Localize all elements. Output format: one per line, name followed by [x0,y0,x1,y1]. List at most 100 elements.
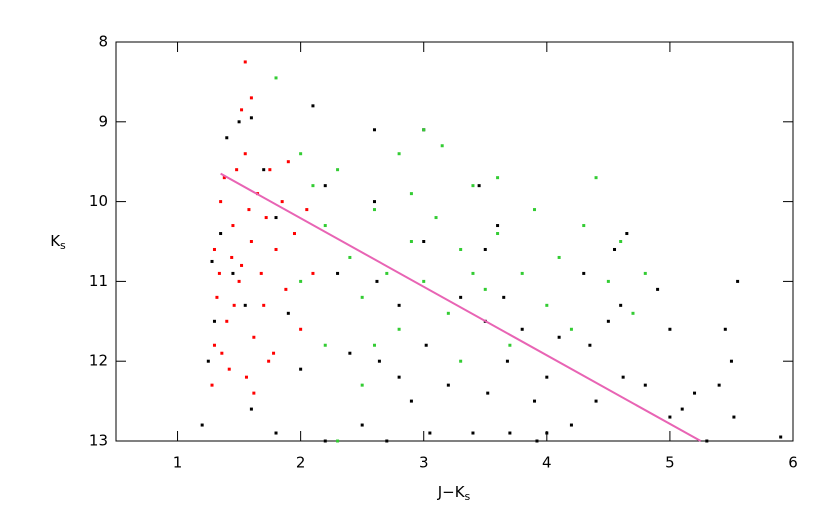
point [249,407,253,411]
x-tick-label: 3 [419,454,429,472]
point [705,439,709,443]
point [348,255,352,259]
y-tick-label: 8 [98,33,108,51]
point [323,224,327,228]
point [723,327,727,331]
point [232,303,236,307]
point [284,287,288,291]
point [582,271,586,275]
x-tick-label: 2 [296,454,306,472]
point [375,279,379,283]
point [243,60,247,64]
point [274,76,278,80]
point [286,160,290,164]
point [446,311,450,315]
point [323,184,327,188]
point [533,208,537,212]
point [434,216,438,220]
point [311,104,315,108]
point [729,359,733,363]
point [299,279,303,283]
point [557,335,561,339]
y-tick-label: 13 [89,432,108,450]
y-tick-label: 12 [89,352,108,370]
point [656,287,660,291]
point [569,423,573,427]
point [274,247,278,251]
point [557,255,561,259]
point [477,184,481,188]
point [372,200,376,204]
point [231,224,235,228]
point [502,295,506,299]
point [311,184,315,188]
point [240,263,244,267]
point [249,96,253,100]
point [237,279,241,283]
point [582,224,586,228]
point [397,303,401,307]
point [533,399,537,403]
plot-frame [115,41,794,442]
point [267,359,271,363]
point [397,152,401,156]
point [471,431,475,435]
point [210,383,214,387]
point [311,271,315,275]
point [422,279,426,283]
point [259,271,263,275]
point [643,271,647,275]
point [459,247,463,251]
x-label-main: J−K [437,483,466,501]
point [252,335,256,339]
point [360,423,364,427]
point [249,116,253,120]
point [545,303,549,307]
point [286,311,290,315]
fit-line [220,172,702,442]
point [360,383,364,387]
point [212,319,216,323]
point [372,208,376,212]
point [348,351,352,355]
point [520,327,524,331]
point [409,399,413,403]
point [668,415,672,419]
point [621,375,625,379]
point [212,343,216,347]
point [545,431,549,435]
point [274,216,278,220]
point [397,327,401,331]
point [471,271,475,275]
point [212,247,216,251]
point [237,120,241,124]
point [262,168,266,172]
point [385,439,389,443]
point [440,144,444,148]
point [274,431,278,435]
point [272,351,276,355]
point [200,423,204,427]
point [459,295,463,299]
point [225,319,229,323]
point [668,327,672,331]
point [219,232,223,236]
point [588,343,592,347]
y-tick-label: 10 [89,192,108,210]
point [520,271,524,275]
point [409,192,413,196]
point [360,295,364,299]
point [483,247,487,251]
point [459,359,463,363]
point [220,351,224,355]
point [292,232,296,236]
point [217,271,221,275]
point [299,327,303,331]
point [424,343,428,347]
point [508,343,512,347]
point [471,184,475,188]
point [210,259,214,263]
point [243,303,247,307]
y-tick-label: 9 [98,112,108,130]
point [496,176,500,180]
